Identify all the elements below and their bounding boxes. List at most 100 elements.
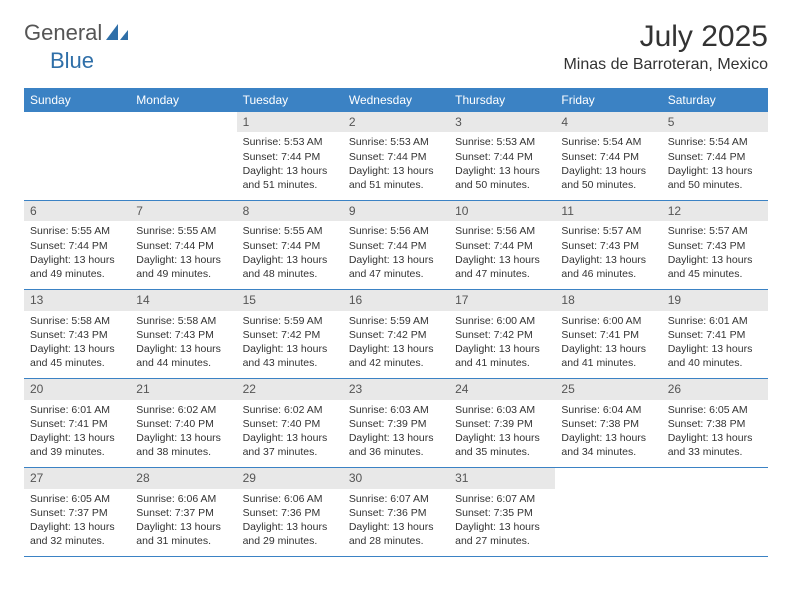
day-number: 9 — [343, 201, 449, 221]
calendar-day-cell: 11Sunrise: 5:57 AMSunset: 7:43 PMDayligh… — [555, 201, 661, 290]
day-details: Sunrise: 5:54 AMSunset: 7:44 PMDaylight:… — [662, 132, 768, 200]
weekday-header: Saturday — [662, 88, 768, 112]
day-number: 4 — [555, 112, 661, 132]
calendar-day-cell: 16Sunrise: 5:59 AMSunset: 7:42 PMDayligh… — [343, 290, 449, 379]
calendar-day-cell: 21Sunrise: 6:02 AMSunset: 7:40 PMDayligh… — [130, 379, 236, 468]
calendar-day-cell: 27Sunrise: 6:05 AMSunset: 7:37 PMDayligh… — [24, 468, 130, 557]
day-number: 10 — [449, 201, 555, 221]
day-number: 5 — [662, 112, 768, 132]
day-number: 20 — [24, 379, 130, 399]
day-details: Sunrise: 5:54 AMSunset: 7:44 PMDaylight:… — [555, 132, 661, 200]
calendar-day-cell: 17Sunrise: 6:00 AMSunset: 7:42 PMDayligh… — [449, 290, 555, 379]
weekday-header: Friday — [555, 88, 661, 112]
day-number: 18 — [555, 290, 661, 310]
calendar-day-cell: 2Sunrise: 5:53 AMSunset: 7:44 PMDaylight… — [343, 112, 449, 201]
day-number: 23 — [343, 379, 449, 399]
calendar-week-row: 27Sunrise: 6:05 AMSunset: 7:37 PMDayligh… — [24, 468, 768, 557]
day-number: 13 — [24, 290, 130, 310]
day-number: 28 — [130, 468, 236, 488]
weekday-header: Monday — [130, 88, 236, 112]
location-text: Minas de Barroteran, Mexico — [563, 56, 768, 74]
title-block: July 2025 Minas de Barroteran, Mexico — [563, 20, 768, 74]
day-details: Sunrise: 5:59 AMSunset: 7:42 PMDaylight:… — [237, 311, 343, 379]
month-title: July 2025 — [563, 20, 768, 54]
day-details: Sunrise: 6:05 AMSunset: 7:38 PMDaylight:… — [662, 400, 768, 468]
day-details: Sunrise: 6:07 AMSunset: 7:35 PMDaylight:… — [449, 489, 555, 557]
day-details: Sunrise: 5:53 AMSunset: 7:44 PMDaylight:… — [449, 132, 555, 200]
day-number: 11 — [555, 201, 661, 221]
calendar-day-cell: 22Sunrise: 6:02 AMSunset: 7:40 PMDayligh… — [237, 379, 343, 468]
calendar-day-cell: 5Sunrise: 5:54 AMSunset: 7:44 PMDaylight… — [662, 112, 768, 201]
day-details: Sunrise: 6:03 AMSunset: 7:39 PMDaylight:… — [449, 400, 555, 468]
day-number: 8 — [237, 201, 343, 221]
day-details: Sunrise: 5:58 AMSunset: 7:43 PMDaylight:… — [130, 311, 236, 379]
day-details: Sunrise: 5:55 AMSunset: 7:44 PMDaylight:… — [237, 221, 343, 289]
day-details: Sunrise: 5:57 AMSunset: 7:43 PMDaylight:… — [555, 221, 661, 289]
calendar-day-cell: 1Sunrise: 5:53 AMSunset: 7:44 PMDaylight… — [237, 112, 343, 201]
day-number: 1 — [237, 112, 343, 132]
day-details: Sunrise: 6:07 AMSunset: 7:36 PMDaylight:… — [343, 489, 449, 557]
day-details: Sunrise: 5:57 AMSunset: 7:43 PMDaylight:… — [662, 221, 768, 289]
day-details: Sunrise: 6:00 AMSunset: 7:41 PMDaylight:… — [555, 311, 661, 379]
calendar-day-cell: 23Sunrise: 6:03 AMSunset: 7:39 PMDayligh… — [343, 379, 449, 468]
logo-sail-icon — [104, 22, 130, 45]
day-number: 19 — [662, 290, 768, 310]
day-details: Sunrise: 5:53 AMSunset: 7:44 PMDaylight:… — [343, 132, 449, 200]
weekday-header: Tuesday — [237, 88, 343, 112]
calendar-week-row: 6Sunrise: 5:55 AMSunset: 7:44 PMDaylight… — [24, 201, 768, 290]
weekday-header-row: Sunday Monday Tuesday Wednesday Thursday… — [24, 88, 768, 112]
calendar-day-cell: 12Sunrise: 5:57 AMSunset: 7:43 PMDayligh… — [662, 201, 768, 290]
day-number: 14 — [130, 290, 236, 310]
day-details: Sunrise: 6:06 AMSunset: 7:37 PMDaylight:… — [130, 489, 236, 557]
weekday-header: Thursday — [449, 88, 555, 112]
calendar-day-cell: 10Sunrise: 5:56 AMSunset: 7:44 PMDayligh… — [449, 201, 555, 290]
day-number: 30 — [343, 468, 449, 488]
calendar-day-cell: 18Sunrise: 6:00 AMSunset: 7:41 PMDayligh… — [555, 290, 661, 379]
day-details: Sunrise: 6:01 AMSunset: 7:41 PMDaylight:… — [24, 400, 130, 468]
day-details: Sunrise: 5:56 AMSunset: 7:44 PMDaylight:… — [343, 221, 449, 289]
day-number: 15 — [237, 290, 343, 310]
calendar-day-cell: 14Sunrise: 5:58 AMSunset: 7:43 PMDayligh… — [130, 290, 236, 379]
calendar-day-cell: 7Sunrise: 5:55 AMSunset: 7:44 PMDaylight… — [130, 201, 236, 290]
calendar-day-cell: 31Sunrise: 6:07 AMSunset: 7:35 PMDayligh… — [449, 468, 555, 557]
calendar-day-cell: 24Sunrise: 6:03 AMSunset: 7:39 PMDayligh… — [449, 379, 555, 468]
day-details: Sunrise: 5:56 AMSunset: 7:44 PMDaylight:… — [449, 221, 555, 289]
day-number: 3 — [449, 112, 555, 132]
logo-text-general: General — [24, 20, 102, 46]
calendar-day-cell — [24, 112, 130, 201]
calendar-day-cell — [555, 468, 661, 557]
calendar-day-cell: 29Sunrise: 6:06 AMSunset: 7:36 PMDayligh… — [237, 468, 343, 557]
calendar-day-cell — [662, 468, 768, 557]
day-number: 6 — [24, 201, 130, 221]
day-number: 2 — [343, 112, 449, 132]
calendar-day-cell: 9Sunrise: 5:56 AMSunset: 7:44 PMDaylight… — [343, 201, 449, 290]
day-details: Sunrise: 5:55 AMSunset: 7:44 PMDaylight:… — [24, 221, 130, 289]
calendar-day-cell: 3Sunrise: 5:53 AMSunset: 7:44 PMDaylight… — [449, 112, 555, 201]
day-number: 27 — [24, 468, 130, 488]
calendar-week-row: 1Sunrise: 5:53 AMSunset: 7:44 PMDaylight… — [24, 112, 768, 201]
day-details: Sunrise: 5:53 AMSunset: 7:44 PMDaylight:… — [237, 132, 343, 200]
calendar-day-cell: 26Sunrise: 6:05 AMSunset: 7:38 PMDayligh… — [662, 379, 768, 468]
calendar-day-cell: 13Sunrise: 5:58 AMSunset: 7:43 PMDayligh… — [24, 290, 130, 379]
day-number: 31 — [449, 468, 555, 488]
day-number: 16 — [343, 290, 449, 310]
calendar-day-cell: 20Sunrise: 6:01 AMSunset: 7:41 PMDayligh… — [24, 379, 130, 468]
calendar-week-row: 20Sunrise: 6:01 AMSunset: 7:41 PMDayligh… — [24, 379, 768, 468]
day-number: 21 — [130, 379, 236, 399]
calendar-day-cell: 19Sunrise: 6:01 AMSunset: 7:41 PMDayligh… — [662, 290, 768, 379]
logo-text-blue: Blue — [50, 48, 94, 74]
day-number: 29 — [237, 468, 343, 488]
day-details: Sunrise: 6:06 AMSunset: 7:36 PMDaylight:… — [237, 489, 343, 557]
day-number: 12 — [662, 201, 768, 221]
calendar-day-cell: 30Sunrise: 6:07 AMSunset: 7:36 PMDayligh… — [343, 468, 449, 557]
day-details: Sunrise: 5:59 AMSunset: 7:42 PMDaylight:… — [343, 311, 449, 379]
day-details: Sunrise: 6:02 AMSunset: 7:40 PMDaylight:… — [130, 400, 236, 468]
day-details: Sunrise: 5:55 AMSunset: 7:44 PMDaylight:… — [130, 221, 236, 289]
calendar-day-cell: 6Sunrise: 5:55 AMSunset: 7:44 PMDaylight… — [24, 201, 130, 290]
weekday-header: Sunday — [24, 88, 130, 112]
weekday-header: Wednesday — [343, 88, 449, 112]
day-number: 26 — [662, 379, 768, 399]
day-details: Sunrise: 5:58 AMSunset: 7:43 PMDaylight:… — [24, 311, 130, 379]
day-details: Sunrise: 6:04 AMSunset: 7:38 PMDaylight:… — [555, 400, 661, 468]
day-details: Sunrise: 6:00 AMSunset: 7:42 PMDaylight:… — [449, 311, 555, 379]
